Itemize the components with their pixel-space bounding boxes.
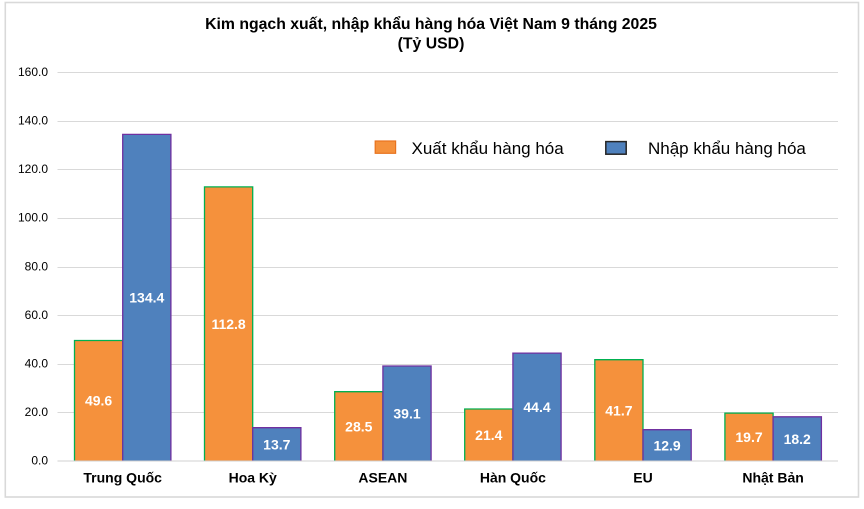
svg-text:12.9: 12.9: [653, 437, 680, 453]
svg-text:112.8: 112.8: [211, 316, 245, 332]
svg-text:39.1: 39.1: [393, 406, 420, 422]
svg-text:100.0: 100.0: [18, 211, 48, 225]
svg-text:Nhật Bản: Nhật Bản: [742, 470, 803, 486]
svg-text:28.5: 28.5: [345, 418, 372, 434]
svg-text:Kim ngạch xuất, nhập khẩu hàng: Kim ngạch xuất, nhập khẩu hàng hóa Việt …: [205, 15, 657, 33]
svg-text:21.4: 21.4: [475, 427, 502, 443]
svg-text:44.4: 44.4: [523, 399, 550, 415]
svg-text:13.7: 13.7: [263, 436, 290, 452]
svg-text:134.4: 134.4: [129, 290, 164, 306]
svg-text:41.7: 41.7: [605, 402, 632, 418]
svg-text:Nhập khẩu hàng hóa: Nhập khẩu hàng hóa: [648, 139, 806, 158]
svg-text:EU: EU: [633, 470, 652, 486]
svg-text:60.0: 60.0: [25, 308, 49, 322]
svg-text:40.0: 40.0: [25, 357, 49, 371]
svg-text:140.0: 140.0: [18, 114, 48, 128]
svg-text:20.0: 20.0: [25, 405, 49, 419]
svg-text:80.0: 80.0: [25, 259, 49, 273]
svg-text:Hoa Kỳ: Hoa Kỳ: [229, 470, 277, 486]
svg-text:18.2: 18.2: [784, 431, 811, 447]
svg-text:19.7: 19.7: [735, 429, 762, 445]
svg-text:Hàn Quốc: Hàn Quốc: [480, 470, 546, 486]
svg-text:Trung Quốc: Trung Quốc: [83, 470, 162, 486]
svg-text:0.0: 0.0: [31, 454, 48, 468]
svg-text:160.0: 160.0: [18, 65, 48, 79]
svg-text:ASEAN: ASEAN: [358, 470, 407, 486]
svg-text:49.6: 49.6: [85, 393, 112, 409]
svg-text:Xuất khẩu hàng hóa: Xuất khẩu hàng hóa: [412, 139, 565, 158]
svg-text:(Tỷ USD): (Tỷ USD): [398, 36, 465, 53]
svg-text:120.0: 120.0: [18, 162, 48, 176]
